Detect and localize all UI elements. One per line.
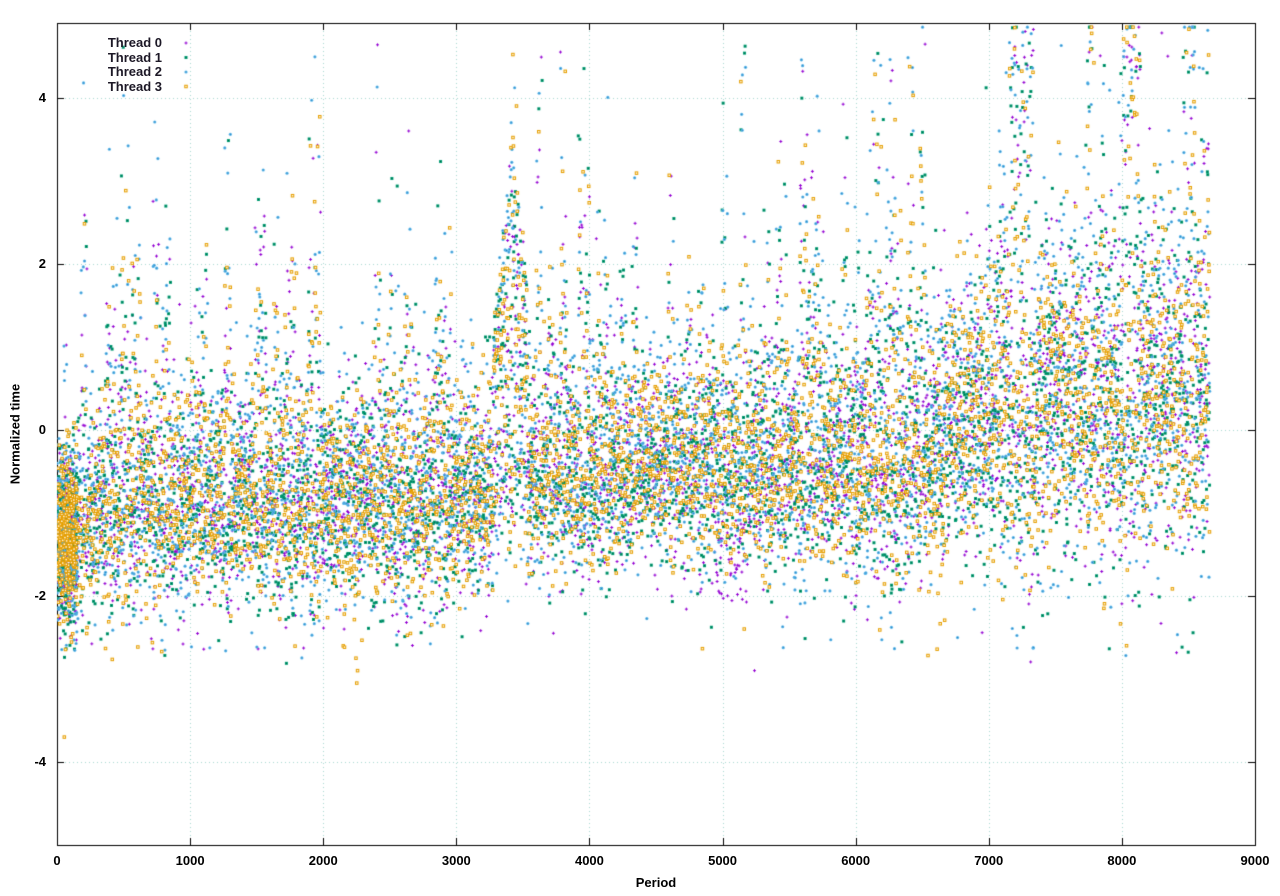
x-tick-label: 4000 — [574, 853, 604, 868]
x-tick-label: 0 — [53, 853, 61, 868]
legend-label: Thread 0 — [107, 35, 162, 50]
x-axis-title: Period — [635, 875, 677, 890]
y-tick-label: -4 — [34, 753, 46, 769]
y-tick-label: 2 — [38, 255, 46, 271]
legend-label: Thread 1 — [107, 49, 162, 65]
x-tick-label: 1000 — [175, 853, 205, 868]
x-tick-label: 2000 — [308, 853, 338, 868]
x-tick-label: 8000 — [1107, 853, 1137, 868]
x-tick-label: 5000 — [708, 853, 738, 868]
legend-label: Thread 3 — [107, 78, 162, 94]
x-tick-label: 6000 — [841, 853, 871, 868]
y-tick-label: 4 — [38, 89, 46, 105]
x-tick-label: 9000 — [1240, 853, 1270, 868]
y-tick-label: -2 — [34, 587, 46, 603]
y-tick-label: 0 — [38, 421, 46, 437]
legend-label: Thread 2 — [107, 64, 162, 79]
x-tick-label: 3000 — [441, 853, 471, 868]
x-tick-label: 7000 — [974, 853, 1004, 868]
y-axis-title: Normalized time — [7, 383, 23, 485]
